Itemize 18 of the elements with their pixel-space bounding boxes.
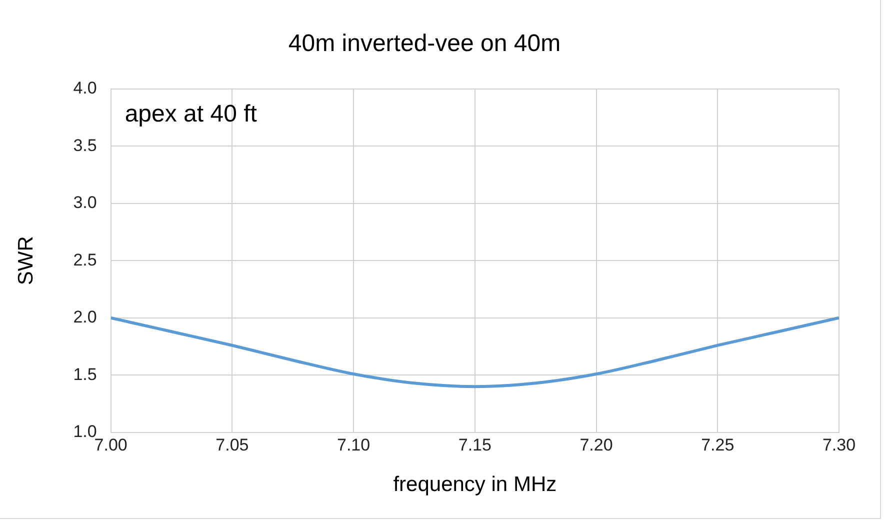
line-series bbox=[110, 316, 839, 388]
x-tick-label: 7.05 bbox=[216, 435, 249, 454]
y-tick-label: 1.5 bbox=[73, 364, 97, 384]
x-tick-label: 7.10 bbox=[337, 435, 370, 454]
x-tick-label: 7.30 bbox=[822, 435, 856, 454]
y-tick-label: 3.5 bbox=[73, 136, 97, 155]
y-tick-label: 2.0 bbox=[73, 308, 97, 327]
y-tick-label: 3.0 bbox=[73, 193, 97, 212]
x-tick-label: 7.00 bbox=[94, 435, 128, 454]
x-tick-label: 7.25 bbox=[701, 435, 734, 454]
y-axis-title: SWR bbox=[14, 236, 38, 286]
chart-title: 40m inverted-vee on 40m bbox=[288, 30, 561, 58]
x-tick-label: 7.20 bbox=[580, 435, 613, 454]
y-tick-label: 4.0 bbox=[73, 78, 97, 98]
x-axis-title: frequency in MHz bbox=[393, 473, 557, 496]
x-tick-label: 7.15 bbox=[458, 435, 492, 454]
y-tick-label: 2.5 bbox=[73, 250, 97, 270]
annotation: apex at 40 ft bbox=[124, 100, 258, 128]
